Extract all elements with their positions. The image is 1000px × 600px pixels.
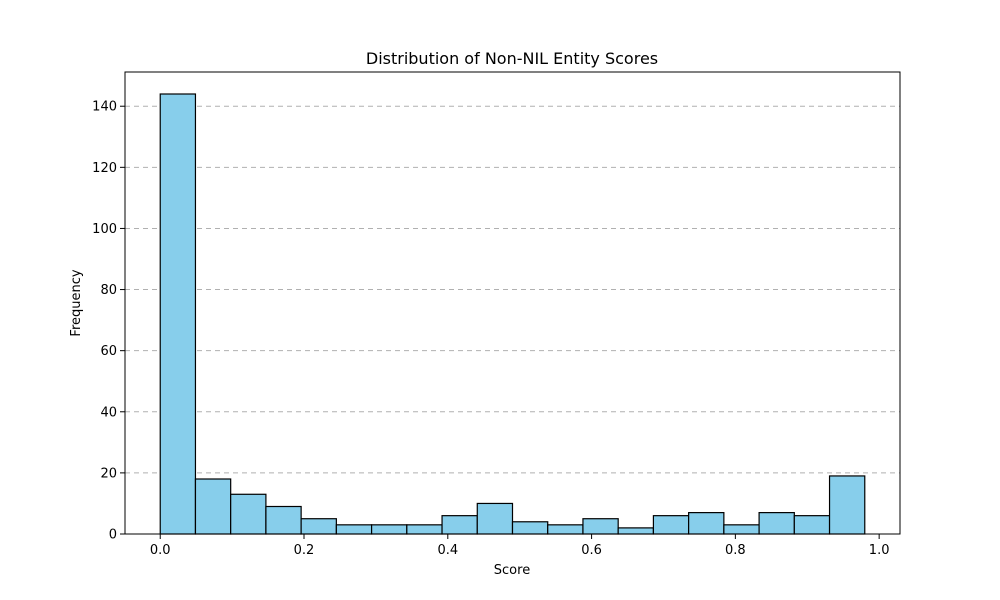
y-tick-label: 100 [92,222,117,237]
y-tick-label: 140 [92,100,117,115]
histogram-bar [511,521,549,535]
histogram-bar [758,512,795,535]
plot-frame [124,71,901,535]
y-axis-label: Frequency [69,269,84,336]
y-tick-label: 0 [109,528,117,543]
grid-lines [125,105,900,535]
x-tick-label: 0.8 [725,543,746,558]
histogram-bar [300,518,337,535]
histogram-bar [476,502,514,535]
y-tick-label: 80 [100,283,117,298]
x-tick-label: 0.4 [437,543,458,558]
histogram-bar [617,527,655,535]
histogram-bar [793,515,831,535]
x-tick-label: 0.6 [581,543,602,558]
x-axis-ticks: 0.0 0.2 0.4 0.6 0.8 1.0 [150,534,890,558]
histogram-bar [335,524,373,535]
x-tick-label: 1.0 [869,543,890,558]
histogram-bar [828,475,866,535]
histogram-bar [723,524,760,535]
x-axis-label: Score [494,563,530,578]
x-tick-label: 0.2 [294,543,315,558]
histogram-bar [265,505,302,535]
histogram-bar [652,515,690,535]
histogram-bar [194,478,232,535]
x-tick-label: 0.0 [150,543,171,558]
histogram-bar [688,512,725,535]
chart-title: Distribution of Non-NIL Entity Scores [366,49,658,68]
histogram-bar [406,524,443,535]
y-tick-label: 40 [100,405,117,420]
y-tick-label: 60 [100,344,117,359]
histogram-bar [230,493,267,535]
y-tick-label: 120 [92,161,117,176]
histogram-bar [441,515,478,535]
histogram-bar [370,524,408,535]
histogram-bar [547,524,584,535]
bars [159,93,866,535]
y-tick-label: 20 [100,466,117,481]
histogram-bar [159,93,197,535]
y-axis-ticks: 0 20 40 60 80 100 120 140 [92,100,125,543]
histogram-bar [582,518,619,535]
